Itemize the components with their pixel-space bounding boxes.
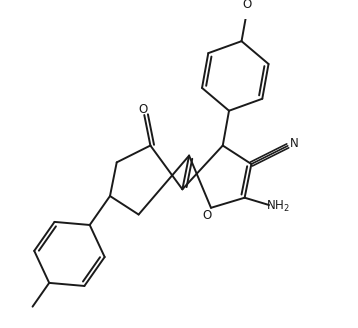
- Text: O: O: [242, 0, 252, 11]
- Text: O: O: [202, 209, 212, 222]
- Text: NH$_2$: NH$_2$: [266, 198, 290, 214]
- Text: O: O: [139, 103, 148, 115]
- Text: N: N: [290, 137, 299, 150]
